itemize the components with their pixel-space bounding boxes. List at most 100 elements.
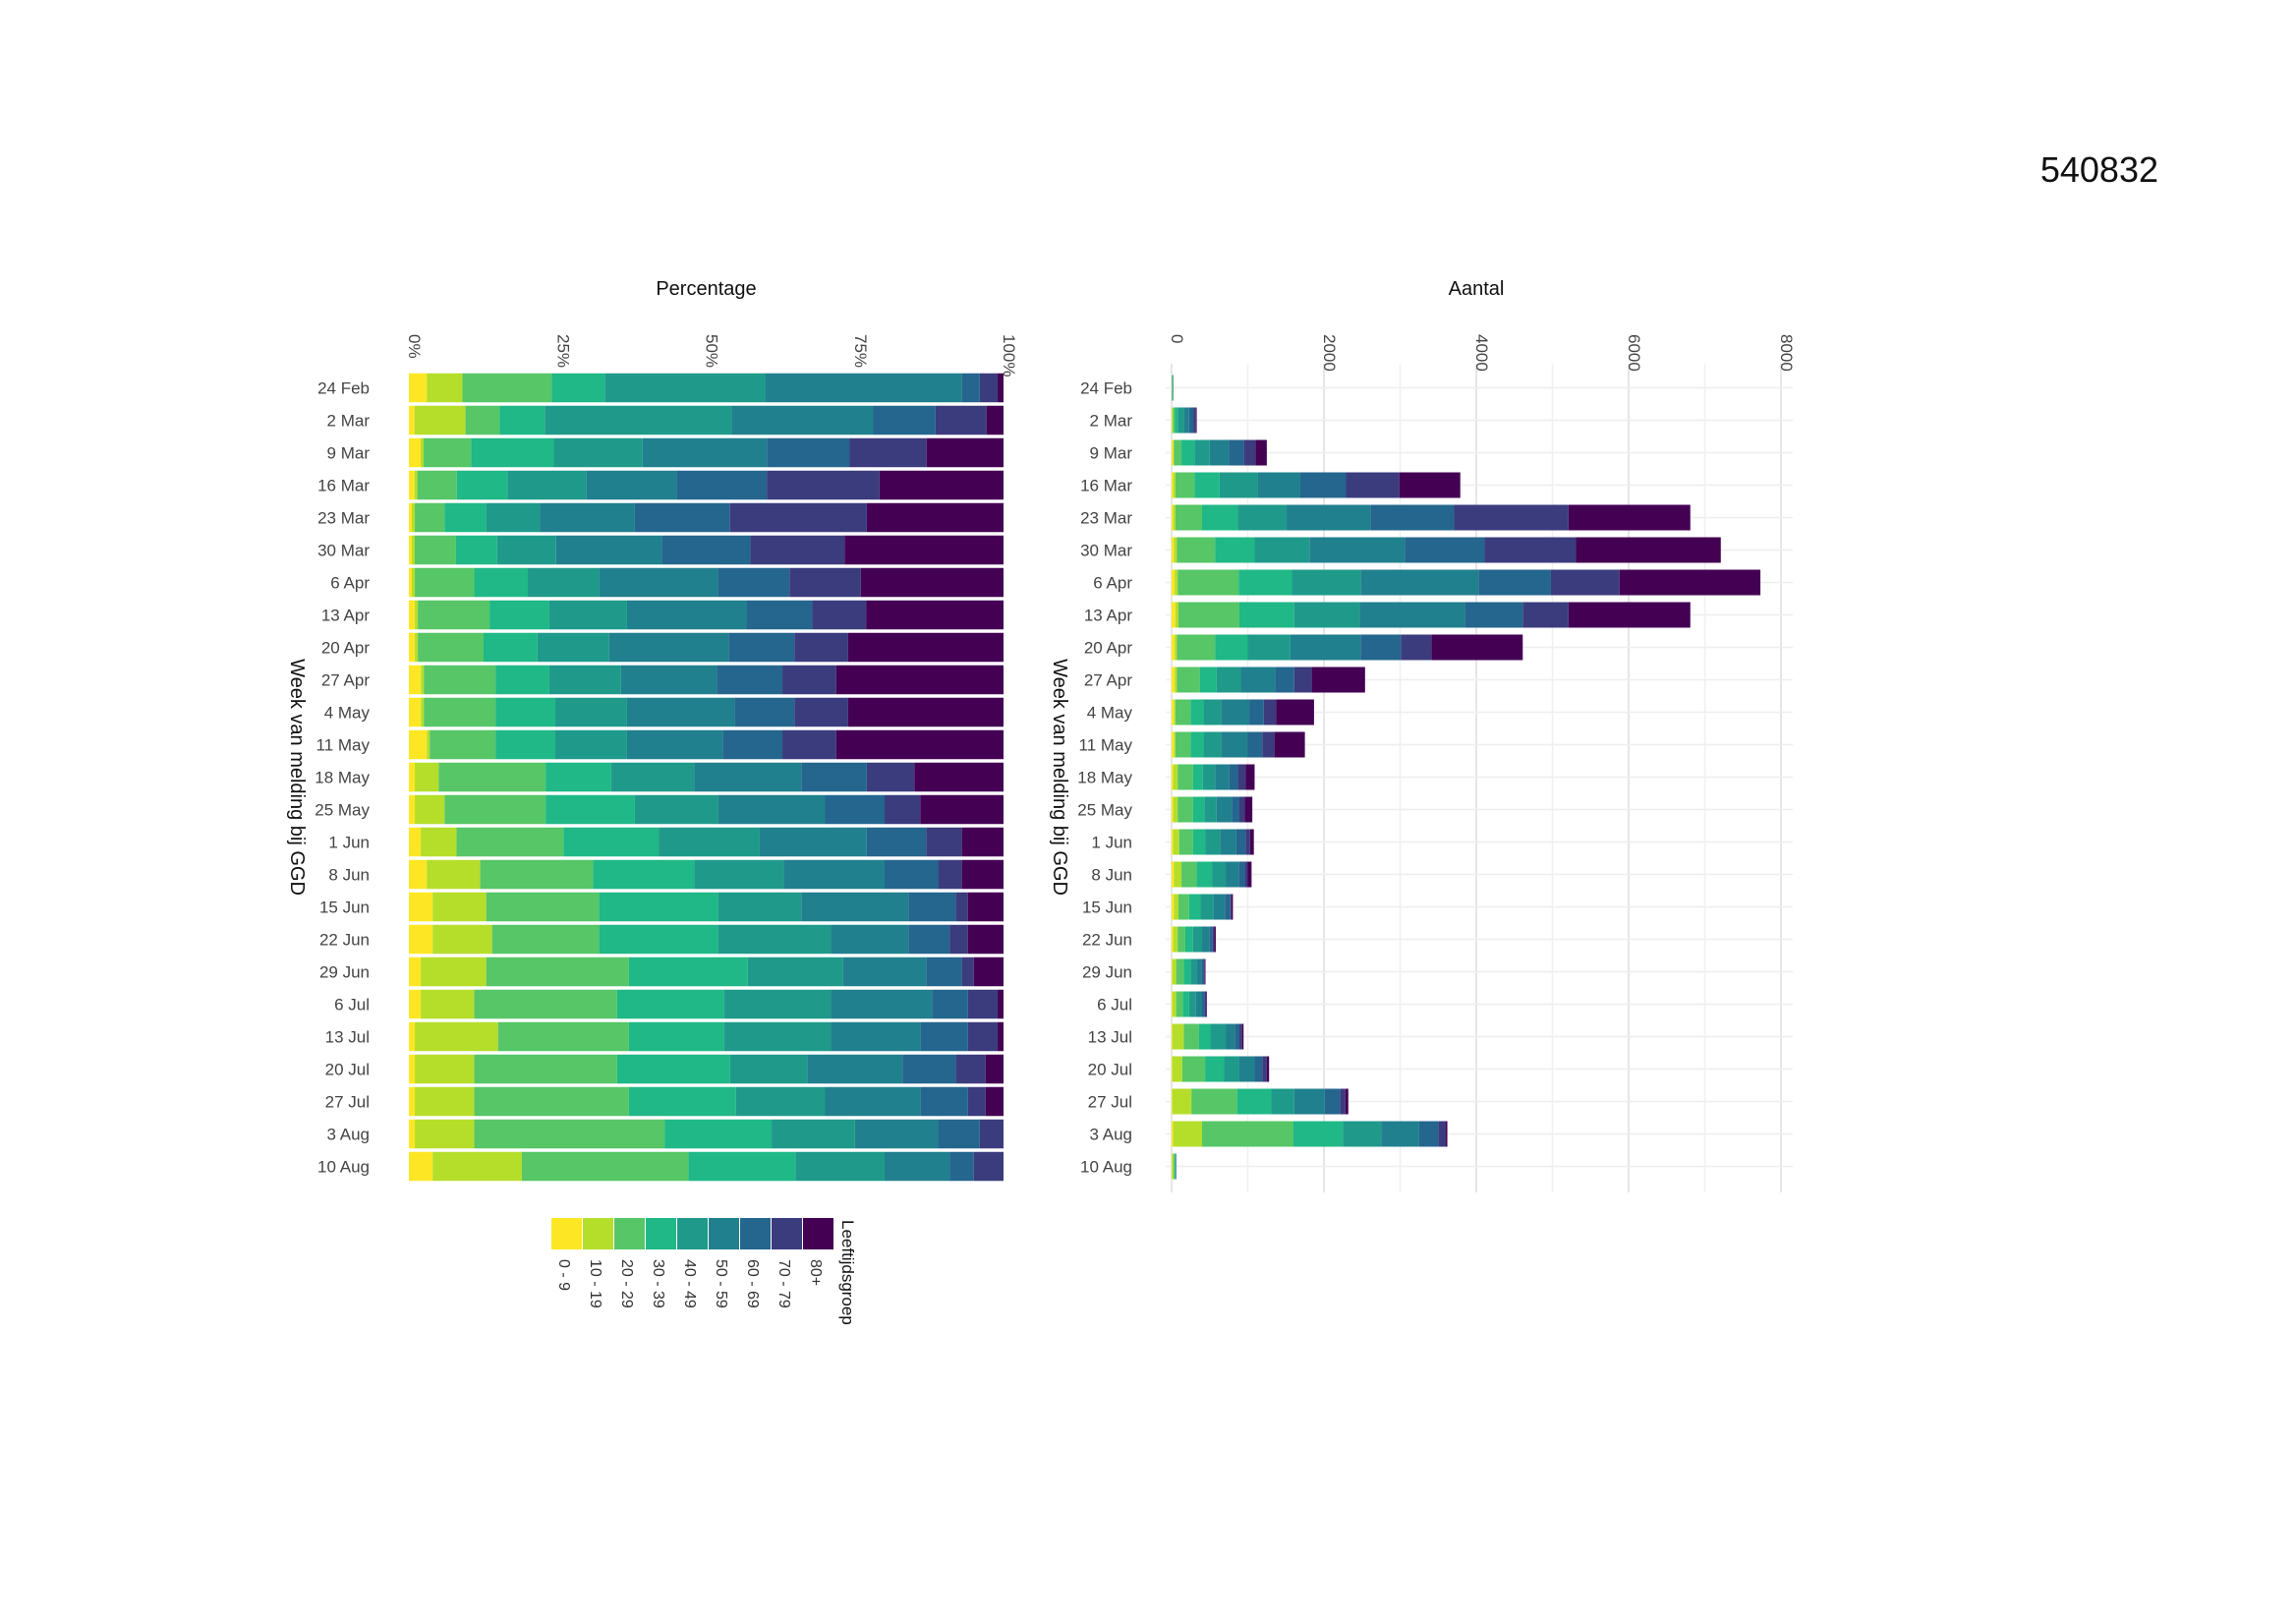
bar-segment-11-may-0-9: [409, 729, 428, 760]
bar-segment-13-jul-80: [997, 1021, 1004, 1052]
y-tick-label: 24 Feb: [1080, 379, 1132, 398]
bar-segment-15-jun-30-39: [1188, 894, 1201, 920]
bar-segment-2-mar-70-79: [935, 405, 987, 435]
bar-segment-20-jul-40-49: [729, 1054, 808, 1084]
bar-segment-30-mar-80: [844, 535, 1004, 565]
percentage-chart: Percentage 0% 25% 50% 75% 100% 24 Feb 2 Mar 9 Ma…: [286, 278, 1018, 1182]
y-tick-label: 6 Apr: [330, 574, 370, 593]
bar-segment-20-apr-40-49: [1247, 634, 1291, 661]
bar-segment-30-mar-60-69: [1405, 537, 1485, 563]
bar-segment-29-jun-80: [973, 957, 1004, 987]
bar-segment-16-mar-20-29: [1175, 472, 1195, 498]
bar-segment-29-jun-60-69: [1201, 958, 1204, 985]
bar-segment-25-may-10-19: [415, 794, 445, 825]
bar-segment-20-jul-20-29: [474, 1054, 617, 1084]
bar-segment-10-aug-30-39: [688, 1151, 796, 1182]
bar-segment-13-jul-0-9: [409, 1021, 416, 1052]
bar-segment-13-apr-60-69: [746, 600, 813, 630]
bar-segment-9-mar-10-19: [421, 437, 425, 468]
bar-segment-2-mar-60-69: [1188, 407, 1194, 434]
y-tick-label: 22 Jun: [1082, 931, 1132, 950]
y-tick-label: 27 Jul: [1088, 1093, 1132, 1112]
bar-segment-20-apr-80: [1431, 634, 1523, 661]
bar-segment-30-mar-10-19: [1174, 537, 1177, 563]
bar-segment-24-feb-30-39: [551, 373, 605, 403]
bar-segment-30-mar-10-19: [411, 535, 415, 565]
bar-segment-22-jun-20-29: [1177, 926, 1185, 953]
bar-segment-27-jul-80: [985, 1086, 1004, 1117]
bar-segment-23-mar-0-9: [1172, 504, 1174, 531]
bar-segment-10-aug-70-79: [973, 1151, 1004, 1182]
bar-segment-6-jul-60-69: [932, 989, 968, 1019]
bar-segment-2-mar-20-29: [465, 405, 500, 435]
bar-segment-6-apr-60-69: [718, 567, 790, 598]
bar-segment-6-jul-10-19: [421, 989, 475, 1019]
bar-segment-22-jun-70-79: [949, 924, 968, 955]
bar-segment-22-jun-30-39: [1184, 926, 1193, 953]
bar-segment-9-mar-70-79: [1243, 439, 1256, 466]
bar-segment-11-may-30-39: [495, 729, 555, 760]
bar-segment-23-mar-80: [866, 502, 1004, 533]
bar-segment-22-jun-40-49: [1192, 926, 1202, 953]
count-chart: Aantal 0 2000 4000 6000 8000 24 Feb 2 Mar 9 Mar 1…: [1049, 278, 1796, 1192]
bar-segment-16-mar-10-19: [1173, 472, 1176, 498]
bar-segment-1-jun-70-79: [1245, 829, 1250, 855]
bar-segment-30-mar-40-49: [496, 535, 556, 565]
bar-segment-3-aug-0-9: [409, 1119, 416, 1149]
legend-swatch-0-9: [551, 1218, 582, 1249]
bar-segment-3-aug-30-39: [1293, 1121, 1344, 1147]
bar-segment-6-apr-40-49: [528, 567, 600, 598]
bar-segment-6-apr-80: [1619, 569, 1761, 596]
bar-segment-22-jun-50-59: [1202, 926, 1210, 953]
bar-segment-18-may-70-79: [1237, 764, 1246, 790]
bar-segment-15-jun-20-29: [1177, 894, 1189, 920]
bar-segment-6-jul-60-69: [1202, 991, 1205, 1017]
bar-segment-13-jul-80: [1241, 1023, 1244, 1050]
bar-segment-3-aug-60-69: [938, 1119, 980, 1149]
bar-segment-1-jun-80: [961, 827, 1004, 857]
bar-segment-20-apr-60-69: [1360, 634, 1402, 661]
x-tick-label: 6000: [1625, 334, 1643, 372]
bar-segment-25-may-0-9: [1172, 796, 1174, 823]
y-tick-label: 11 May: [316, 736, 371, 755]
bar-segment-16-mar-50-59: [586, 470, 677, 500]
bar-segment-13-apr-0-9: [409, 600, 416, 630]
bar-segment-9-mar-50-59: [642, 437, 768, 468]
x-tick-label: 4000: [1472, 334, 1491, 372]
y-tick-label: 13 Jul: [1088, 1028, 1132, 1047]
bar-segment-3-aug-70-79: [979, 1119, 1004, 1149]
bar-segment-27-jul-40-49: [1271, 1088, 1294, 1115]
x-tick-label: 25%: [553, 334, 572, 368]
bar-segment-8-jun-30-39: [593, 859, 695, 890]
y-tick-label: 8 Jun: [328, 866, 370, 885]
bar-segment-29-jun-60-69: [926, 957, 962, 987]
y-tick-label: 30 Mar: [317, 542, 370, 560]
bar-segment-4-may-40-49: [1203, 699, 1222, 725]
bar-segment-13-jul-50-59: [831, 1021, 921, 1052]
bar-segment-15-jun-70-79: [955, 892, 968, 922]
bar-segment-16-mar-80: [1399, 472, 1461, 498]
bar-segment-25-may-50-59: [718, 794, 826, 825]
y-axis-title: Week van melding bij GGD: [1049, 659, 1070, 896]
bar-segment-23-mar-60-69: [634, 502, 730, 533]
bar-segment-15-jun-60-69: [908, 892, 956, 922]
bar-segment-27-apr-80: [1311, 667, 1365, 693]
bar-segment-25-may-70-79: [885, 794, 921, 825]
bar-segment-8-jun-10-19: [427, 859, 481, 890]
bar-segment-8-jun-60-69: [1238, 861, 1245, 888]
bar-segment-11-may-60-69: [1247, 731, 1263, 758]
bar-segment-20-apr-70-79: [1401, 634, 1432, 661]
bar-segment-13-apr-60-69: [1464, 602, 1523, 628]
bar-segment-4-may-30-39: [1190, 699, 1204, 725]
bar-segment-25-may-40-49: [1204, 796, 1217, 823]
bar-segment-8-jun-70-79: [938, 859, 962, 890]
legend-label-50-59: 50 - 59: [713, 1259, 729, 1308]
bar-segment-4-may-70-79: [794, 697, 848, 727]
bar-segment-18-may-40-49: [610, 762, 695, 792]
bar-segment-1-jun-70-79: [926, 827, 962, 857]
bar-segment-13-apr-0-9: [1172, 602, 1176, 628]
bar-segment-3-aug-0-9: [1172, 1121, 1174, 1147]
bar-segment-16-mar-10-19: [414, 470, 418, 500]
y-tick-label: 1 Jun: [328, 834, 370, 852]
bar-segment-6-jul-70-79: [967, 989, 998, 1019]
